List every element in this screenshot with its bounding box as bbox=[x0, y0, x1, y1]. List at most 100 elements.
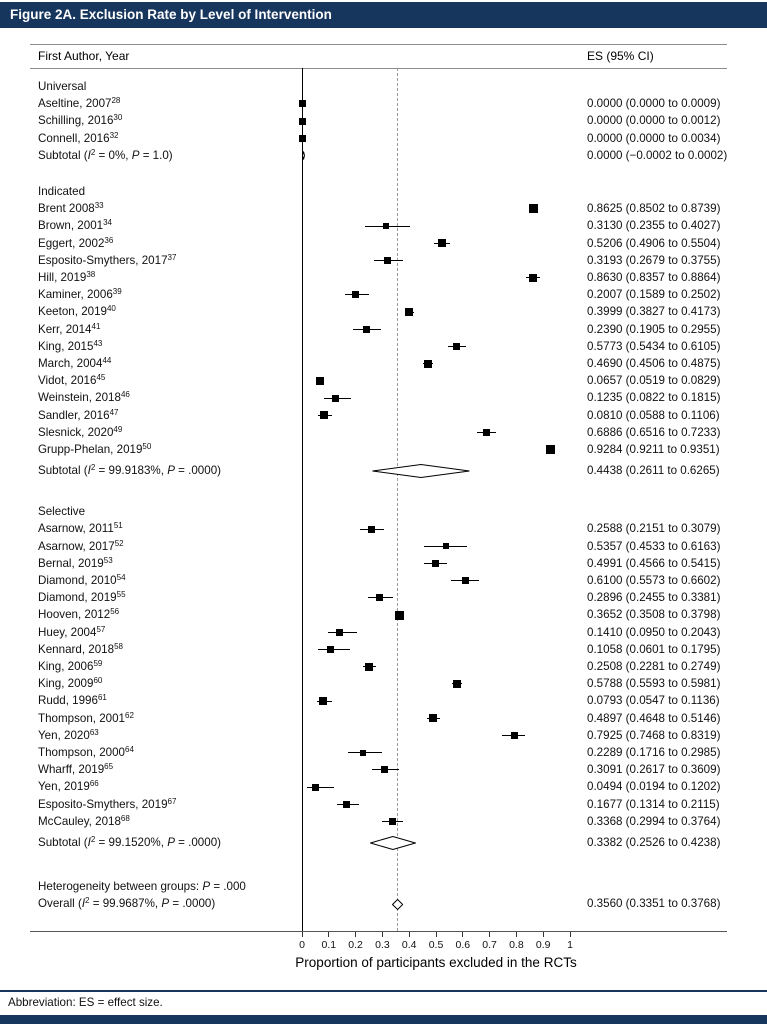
es-value: 0.4991 (0.4566 to 0.5415) bbox=[587, 556, 721, 570]
effect-size-marker bbox=[343, 800, 351, 808]
ci-line bbox=[307, 786, 335, 788]
study-label: Yen, 201966 bbox=[38, 779, 99, 794]
figure-title: Figure 2A. Exclusion Rate by Level of In… bbox=[10, 7, 332, 22]
study-label: Slesnick, 202049 bbox=[38, 424, 123, 439]
es-value: 0.5206 (0.4906 to 0.5504) bbox=[587, 236, 721, 250]
effect-size-marker bbox=[360, 749, 367, 756]
effect-size-marker bbox=[319, 697, 328, 705]
x-axis-tick bbox=[462, 932, 464, 937]
x-axis-tick-label: 1 bbox=[567, 939, 573, 951]
study-label: Eggert, 200236 bbox=[38, 235, 114, 250]
effect-size-marker bbox=[528, 204, 538, 214]
x-axis-tick-label: 0.8 bbox=[509, 939, 524, 951]
study-label: Asarnow, 201151 bbox=[38, 521, 123, 536]
es-value: 0.8625 (0.8502 to 0.8739) bbox=[587, 202, 721, 216]
es-value: 0.4690 (0.4506 to 0.4875) bbox=[587, 357, 721, 370]
effect-size-marker bbox=[331, 394, 339, 402]
es-value: 0.1235 (0.0822 to 0.1815) bbox=[587, 391, 721, 405]
es-value: 0.4438 (0.2611 to 0.6265) bbox=[587, 464, 720, 478]
study-label: Esposito-Smythers, 201737 bbox=[38, 252, 177, 267]
subtotal-diamond bbox=[369, 836, 416, 850]
x-axis-tick bbox=[328, 932, 330, 937]
es-value: 0.0000 (−0.0002 to 0.0002) bbox=[587, 148, 728, 162]
es-value: 0.0494 (0.0194 to 0.1202) bbox=[587, 780, 721, 794]
x-axis-tick bbox=[435, 932, 437, 937]
study-label: Diamond, 201054 bbox=[38, 573, 126, 588]
header-top-rule bbox=[30, 44, 727, 45]
effect-size-marker bbox=[546, 445, 556, 455]
study-label: Asarnow, 201752 bbox=[38, 538, 124, 553]
effect-size-marker bbox=[381, 766, 389, 774]
x-axis-tick-label: 0.3 bbox=[375, 939, 390, 951]
study-label: Kerr, 201441 bbox=[38, 321, 101, 336]
subtotal-label: Subtotal (I2 = 99.1520%, P = .0000) bbox=[38, 835, 222, 850]
subtotal-label: Subtotal (I2 = 0%, P = 1.0) bbox=[38, 147, 173, 162]
overall-reference-line bbox=[397, 68, 399, 931]
es-value: 0.0657 (0.0519 to 0.0829) bbox=[587, 374, 721, 388]
x-axis-tick bbox=[515, 932, 517, 937]
subtotal-diamond bbox=[301, 151, 305, 160]
study-label: Huey, 200457 bbox=[38, 624, 106, 639]
figure-footer: Abbreviation: ES = effect size. bbox=[0, 990, 767, 1024]
abbreviation-note: Abbreviation: ES = effect size. bbox=[8, 996, 163, 1009]
study-label: Brent 200833 bbox=[38, 201, 104, 216]
es-value: 0.5357 (0.4533 to 0.6163) bbox=[587, 539, 721, 553]
study-label: Thompson, 200162 bbox=[38, 710, 134, 725]
es-value: 0.0793 (0.0547 to 0.1136) bbox=[587, 694, 720, 708]
es-value: 0.4897 (0.4648 to 0.5146) bbox=[587, 711, 721, 725]
x-axis-tick bbox=[489, 932, 491, 937]
effect-size-marker bbox=[462, 577, 469, 585]
es-value: 0.3999 (0.3827 to 0.4173) bbox=[587, 305, 721, 319]
effect-size-marker bbox=[405, 308, 414, 316]
study-label: Connell, 201632 bbox=[38, 130, 119, 145]
es-value: 0.2390 (0.1905 to 0.2955) bbox=[587, 322, 721, 336]
study-label: McCauley, 201868 bbox=[38, 813, 130, 828]
x-axis-tick bbox=[381, 932, 383, 937]
x-axis-tick bbox=[408, 932, 410, 937]
es-value: 0.2007 (0.1589 to 0.2502) bbox=[587, 288, 721, 302]
study-label: Brown, 200134 bbox=[38, 218, 113, 233]
study-label: King, 200659 bbox=[38, 659, 103, 674]
zero-line bbox=[302, 68, 303, 931]
es-value: 0.2289 (0.1716 to 0.2985) bbox=[587, 746, 721, 759]
es-value: 0.5773 (0.5434 to 0.6105) bbox=[587, 339, 721, 353]
study-label: Kaminer, 200639 bbox=[38, 287, 122, 302]
effect-size-marker bbox=[376, 594, 384, 602]
effect-size-marker bbox=[437, 239, 446, 248]
column-header-author: First Author, Year bbox=[38, 49, 130, 63]
effect-size-marker bbox=[384, 256, 392, 264]
es-value: 0.6100 (0.5573 to 0.6602) bbox=[587, 574, 721, 587]
effect-size-marker bbox=[432, 559, 440, 567]
effect-size-marker bbox=[510, 731, 518, 739]
study-label: Kennard, 201858 bbox=[38, 641, 123, 656]
study-label: Hooven, 201256 bbox=[38, 607, 120, 622]
heterogeneity-note: Heterogeneity between groups: P = .000 bbox=[38, 880, 246, 893]
study-label: Schilling, 201630 bbox=[38, 113, 123, 128]
es-value: 0.9284 (0.9211 to 0.9351) bbox=[587, 443, 720, 456]
study-label: Hill, 201938 bbox=[38, 270, 96, 285]
x-axis-tick-label: 0.9 bbox=[535, 939, 551, 951]
x-axis-tick-label: 0.4 bbox=[401, 939, 417, 951]
es-value: 0.2588 (0.2151 to 0.3079) bbox=[587, 522, 721, 536]
es-value: 0.1410 (0.0950 to 0.2043) bbox=[587, 625, 721, 639]
es-value: 0.0000 (0.0000 to 0.0012) bbox=[587, 114, 721, 128]
x-axis-title: Proportion of participants excluded in t… bbox=[295, 955, 577, 970]
group-label: Indicated bbox=[38, 185, 86, 198]
ci-line bbox=[318, 648, 351, 650]
x-axis-tick-label: 0.2 bbox=[348, 939, 363, 951]
effect-size-marker bbox=[298, 134, 306, 142]
figure-title-bar: Figure 2A. Exclusion Rate by Level of In… bbox=[0, 2, 767, 28]
subtotal-label: Subtotal (I2 = 99.9183%, P = .0000) bbox=[38, 463, 222, 478]
es-value: 0.3193 (0.2679 to 0.3755) bbox=[587, 253, 721, 267]
es-value: 0.3382 (0.2526 to 0.4238) bbox=[587, 836, 721, 849]
es-value: 0.1058 (0.0601 to 0.1795) bbox=[587, 642, 721, 656]
header-bottom-rule bbox=[30, 68, 727, 69]
es-value: 0.3560 (0.3351 to 0.3768) bbox=[587, 897, 721, 911]
study-label: Keeton, 201940 bbox=[38, 304, 116, 319]
effect-size-marker bbox=[365, 662, 374, 671]
effect-size-marker bbox=[382, 223, 389, 229]
study-label: Bernal, 201953 bbox=[38, 555, 113, 570]
effect-size-marker bbox=[362, 325, 370, 333]
study-label: Diamond, 201955 bbox=[38, 590, 126, 605]
